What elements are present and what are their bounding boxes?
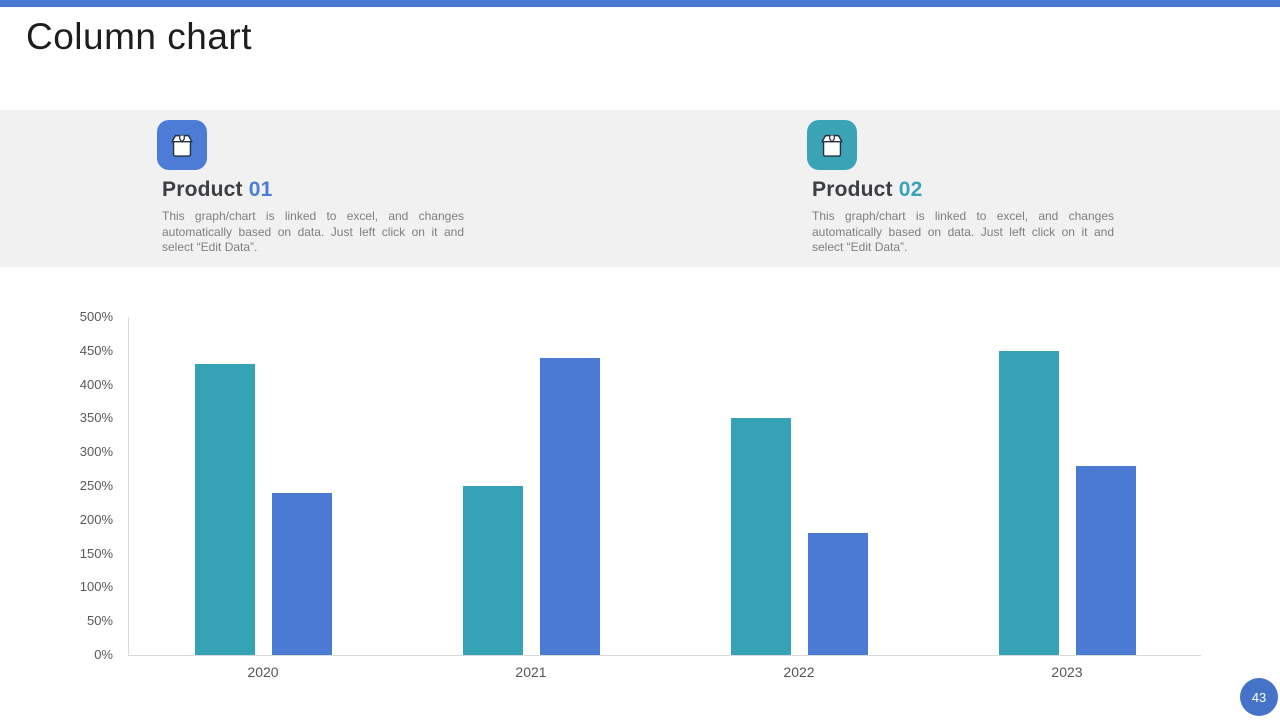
y-axis-tick-label: 0% [94,647,113,662]
y-axis-tick-label: 250% [79,478,113,493]
product-heading: Product 02 [812,178,1137,202]
x-axis-tick-label: 2020 [247,664,279,680]
y-axis-tick-label: 350% [79,410,113,426]
package-box-icon [807,120,857,170]
product-card-1: Product 01 This graph/chart is linked to… [157,120,487,256]
product-label: Product [812,178,893,201]
bar-2020-teal[interactable] [194,364,255,655]
top-accent-bar [0,0,1280,7]
y-axis-labels: 0% 50% 100% 150% 200% 250% 300% 350% 400% 450% 500… [0,309,113,662]
product-heading: Product 01 [162,178,487,202]
bar-2020-blue[interactable] [271,492,332,655]
product-number: 02 [898,178,923,201]
bar-2022-blue[interactable] [807,533,868,655]
product-card-2: Product 02 This graph/chart is linked to… [807,120,1137,256]
product-label: Product [162,178,243,201]
y-axis-tick-label: 300% [79,444,113,460]
y-axis-tick-label: 50% [86,613,113,629]
y-axis-tick-label: 450% [79,342,113,358]
x-axis-tick-label: 2021 [515,664,547,680]
x-axis-tick-label: 2023 [1051,664,1083,680]
package-box-icon [157,120,207,170]
y-axis-tick-label: 150% [79,545,113,561]
product-number: 01 [248,178,273,201]
bar-2022-teal[interactable] [730,418,791,655]
product-description: This graph/chart is linked to excel, and… [162,209,464,254]
plot-area[interactable]: 2020 2021 2022 2023 [128,317,1201,680]
bar-2023-blue[interactable] [1075,465,1136,655]
bar-2023-teal[interactable] [998,350,1059,655]
product-description: This graph/chart is linked to excel, and… [812,209,1114,254]
products-band: Product 01 This graph/chart is linked to… [0,110,1280,267]
x-axis-tick-label: 2022 [783,664,815,680]
bar-2021-blue[interactable] [539,357,600,655]
y-axis-tick-label: 100% [79,579,113,595]
page-title: Column chart [26,16,253,57]
y-axis-tick-label: 400% [79,376,113,392]
y-axis-tick-label: 200% [79,511,113,527]
bar-2021-teal[interactable] [462,486,523,655]
page-number-badge: 43 [1240,678,1278,716]
y-axis-tick-label: 500% [79,309,113,324]
